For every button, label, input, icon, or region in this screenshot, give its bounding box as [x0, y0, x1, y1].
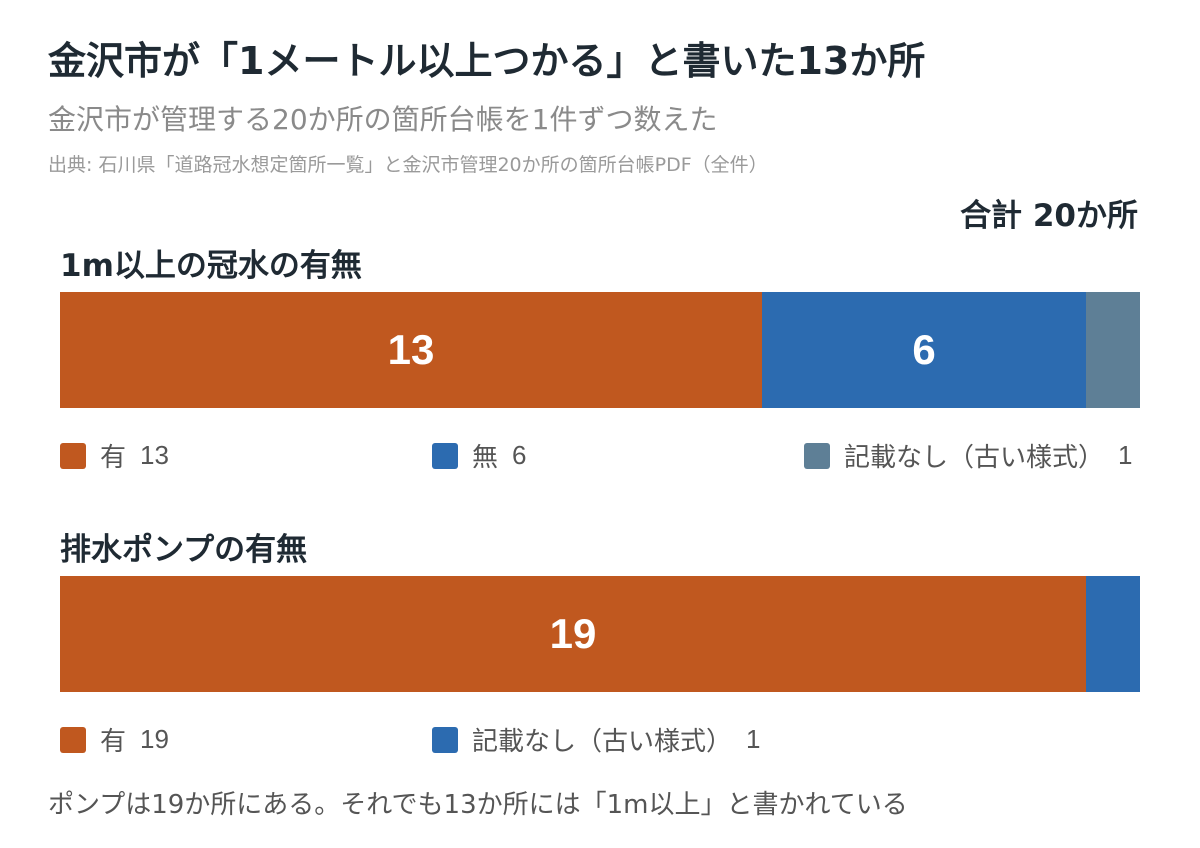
legend-label: 記載なし（古い様式）	[844, 443, 1105, 473]
stacked-bar-flooding: 13 6	[60, 292, 1140, 408]
bar-segment: 6	[762, 292, 1086, 408]
legend-label: 記載なし（古い様式）	[472, 727, 733, 757]
legend-swatch	[432, 442, 458, 469]
section-title-flooding: 1m以上の冠水の有無	[60, 248, 362, 284]
legend-swatch	[60, 726, 86, 753]
legend-item: 有 19	[60, 721, 169, 758]
stacked-bar-pump: 19	[60, 576, 1140, 692]
data-label: 13	[387, 326, 435, 373]
legend-label: 有	[100, 727, 127, 757]
source-note: 出典: 石川県「道路冠水想定箇所一覧」と金沢市管理20か所の箇所台帳PDF（全件…	[48, 154, 768, 176]
legend-value: 19	[140, 724, 169, 754]
legend-label: 無	[472, 443, 499, 473]
legend-flooding: 有 13 無 6 記載なし（古い様式） 1	[60, 437, 1160, 477]
legend-item: 記載なし（古い様式） 1	[804, 437, 1132, 474]
section-title-pump: 排水ポンプの有無	[60, 532, 308, 568]
legend-label: 有	[100, 443, 127, 473]
bar-segment: 19	[60, 576, 1086, 692]
total-label: 合計 20か所	[960, 198, 1138, 234]
chart-title: 金沢市が「1メートル以上つかる」と書いた13か所	[48, 39, 926, 83]
data-label: 19	[549, 610, 597, 657]
legend-value: 6	[512, 440, 527, 470]
footnote: ポンプは19か所にある。それでも13か所には「1m以上」と書かれている	[48, 790, 908, 820]
legend-pump: 有 19 記載なし（古い様式） 1	[60, 721, 1160, 761]
legend-swatch	[804, 442, 830, 469]
legend-value: 1	[746, 724, 761, 754]
legend-swatch	[432, 726, 458, 753]
bar-segment	[1086, 292, 1140, 408]
legend-value: 1	[1118, 440, 1133, 470]
legend-item: 有 13	[60, 437, 169, 474]
legend-item: 記載なし（古い様式） 1	[432, 721, 760, 758]
bar-segment: 13	[60, 292, 762, 408]
chart-subtitle: 金沢市が管理する20か所の箇所台帳を1件ずつ数えた	[48, 103, 718, 136]
legend-value: 13	[140, 440, 169, 470]
legend-swatch	[60, 442, 86, 469]
bar-segment	[1086, 576, 1140, 692]
data-label: 6	[912, 326, 936, 373]
